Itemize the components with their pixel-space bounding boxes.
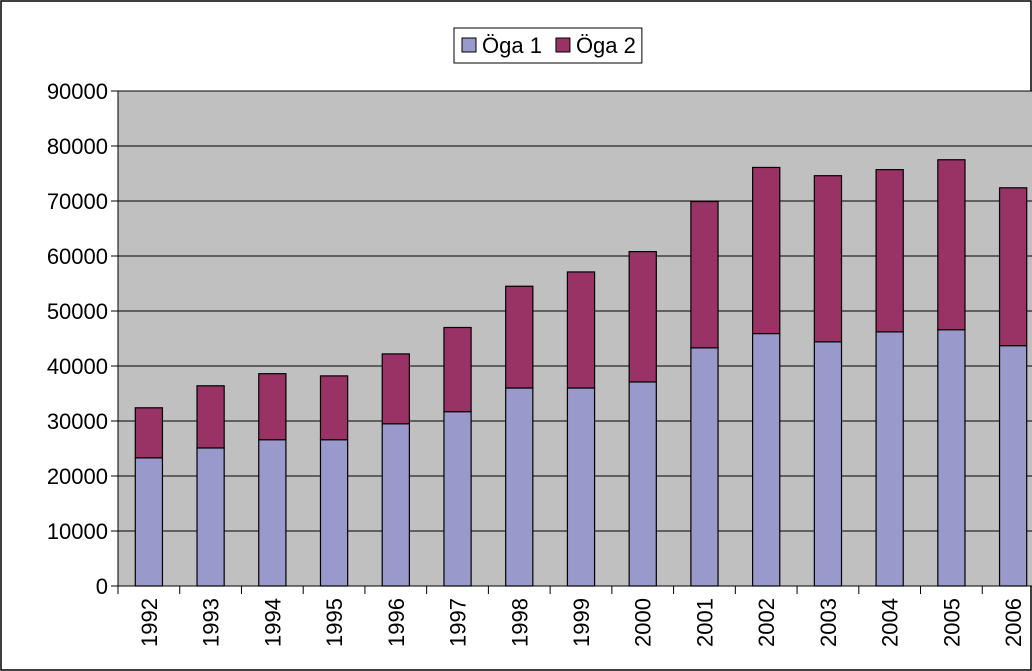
x-tick-label: 2002	[754, 598, 779, 647]
x-tick-label: 1995	[322, 598, 347, 647]
y-tick-label: 30000	[47, 409, 108, 434]
y-tick-label: 20000	[47, 464, 108, 489]
y-tick-label: 80000	[47, 134, 108, 159]
bar-segment	[381, 423, 410, 587]
bar-segment	[443, 411, 472, 587]
bar-segment	[566, 271, 596, 389]
y-tick-label: 10000	[47, 519, 108, 544]
bar-segment	[813, 175, 843, 343]
bar-segment	[258, 439, 287, 587]
legend-label: Öga 1	[482, 33, 542, 58]
bar-segment	[937, 159, 966, 331]
y-tick-label: 60000	[47, 244, 108, 269]
bar-segment	[690, 347, 719, 587]
y-tick-label: 90000	[47, 79, 108, 104]
x-tick-label: 1993	[199, 598, 224, 647]
x-tick-label: 2003	[816, 598, 841, 647]
x-tick-label: 2000	[631, 598, 656, 647]
bar-segment	[134, 457, 164, 587]
legend-box	[453, 27, 643, 64]
bar-segment	[505, 387, 534, 587]
bar-segment	[628, 381, 657, 587]
x-tick-label: 2004	[878, 598, 903, 647]
legend-swatch	[461, 37, 477, 53]
x-tick-label: 2001	[692, 598, 717, 647]
x-tick-label: 1992	[137, 598, 162, 647]
x-tick-label: 1999	[569, 598, 594, 647]
x-tick-label: 2005	[939, 598, 964, 647]
bar-segment	[566, 387, 596, 587]
legend-label: Öga 2	[576, 33, 636, 58]
bar-segment	[196, 447, 225, 587]
bar-segment	[752, 332, 781, 587]
bar-segment	[319, 375, 349, 441]
bar-segment	[443, 326, 472, 413]
bar-segment	[258, 373, 287, 441]
x-tick-label: 1996	[384, 598, 409, 647]
legend: Öga 1 Öga 2	[453, 27, 643, 64]
bar-segment	[937, 329, 966, 587]
x-tick-label: 1994	[260, 598, 285, 647]
bar-segment	[319, 439, 349, 587]
x-tick-label: 1997	[446, 598, 471, 647]
bar-segment	[196, 385, 225, 449]
bar-segment	[813, 341, 843, 587]
bar-segment	[752, 166, 781, 335]
bar-segment	[628, 251, 657, 383]
x-tick-label: 2006	[1001, 598, 1026, 647]
y-tick-label: 50000	[47, 299, 108, 324]
bar-segment	[998, 345, 1028, 587]
bar-segment	[134, 407, 164, 459]
bar-segment	[505, 285, 534, 389]
y-tick-label: 70000	[47, 189, 108, 214]
bar-segment	[875, 169, 904, 333]
legend-swatch	[555, 37, 571, 53]
bar-segment	[690, 200, 719, 349]
y-tick-label: 40000	[47, 354, 108, 379]
bar-segment	[381, 353, 410, 425]
y-tick-label: 0	[96, 574, 108, 599]
bar-segment	[998, 187, 1028, 347]
bar-segment	[875, 331, 904, 587]
x-tick-label: 1998	[507, 598, 532, 647]
